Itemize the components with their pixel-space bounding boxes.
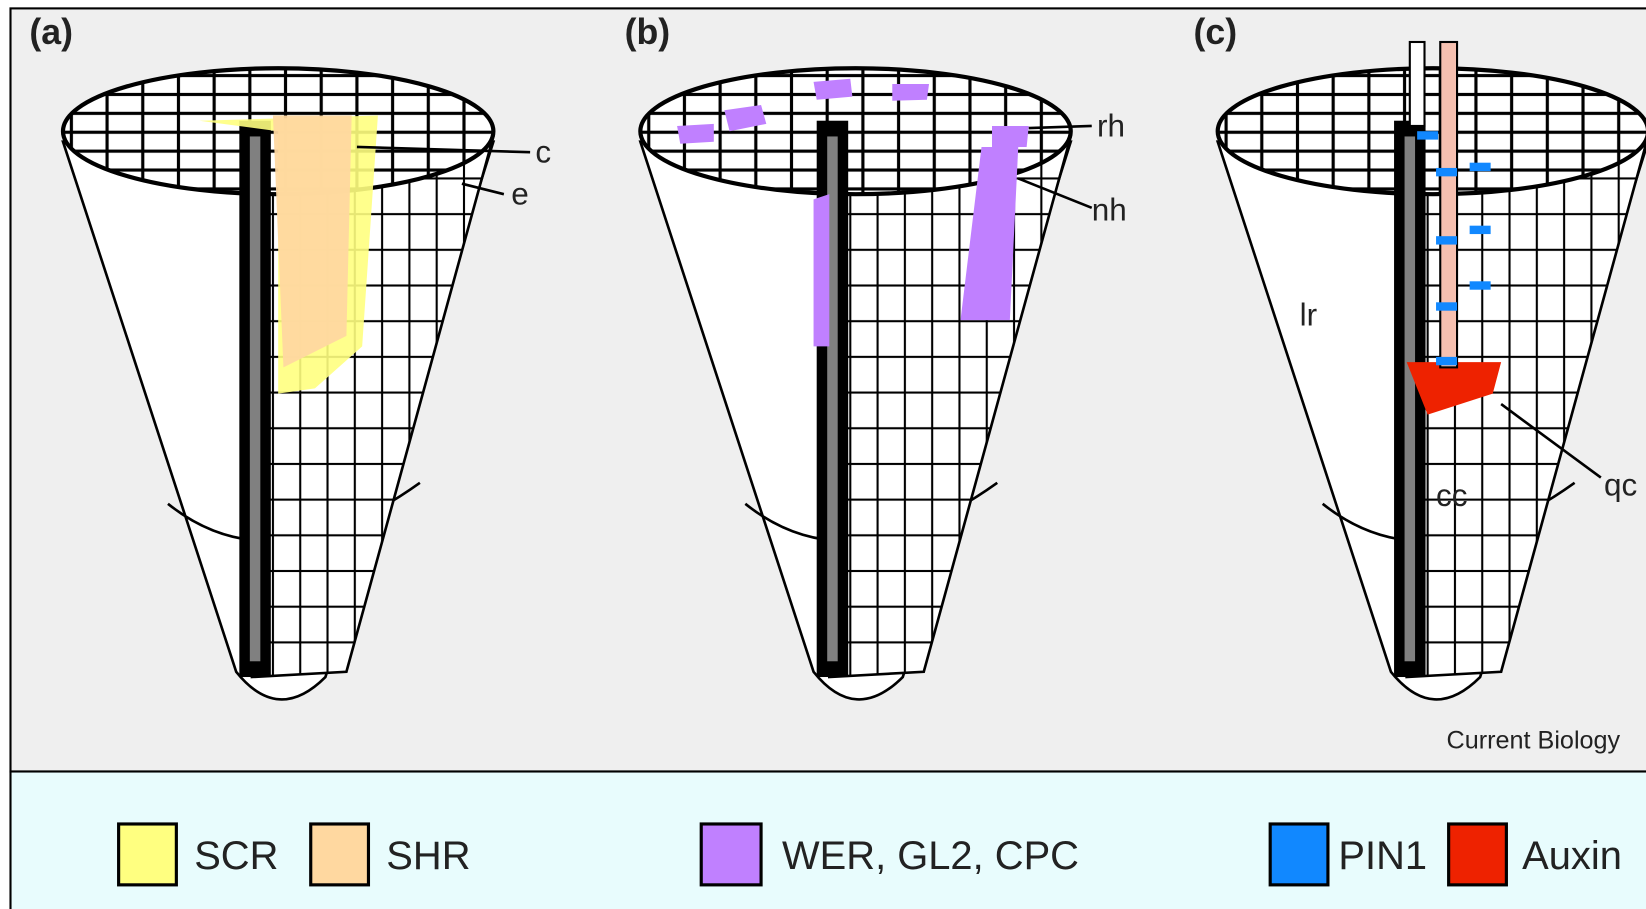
annotation: c — [535, 134, 551, 170]
annotation: nh — [1092, 191, 1127, 227]
legend-swatch — [1449, 824, 1507, 885]
annotation: rh — [1097, 107, 1125, 143]
legend-label: WER, GL2, CPC — [782, 834, 1079, 878]
panel-label: (a) — [29, 12, 73, 52]
annotation: e — [511, 176, 529, 212]
credit: Current Biology — [1447, 726, 1621, 754]
legend-swatch — [311, 824, 369, 885]
legend-label: Auxin — [1522, 834, 1622, 878]
annotation: cc — [1436, 477, 1467, 513]
legend-swatch — [1270, 824, 1328, 885]
annotation: qc — [1604, 466, 1637, 502]
annotation: lr — [1300, 296, 1317, 332]
figure: (a) c e (b) rh nh (c) lr qc cc Current B… — [0, 0, 1646, 909]
legend-swatch — [701, 824, 761, 885]
legend-label: SCR — [194, 834, 278, 878]
legend-label: SHR — [386, 834, 470, 878]
panel-label: (c) — [1194, 12, 1238, 52]
legend-swatch — [119, 824, 177, 885]
legend-label: PIN1 — [1338, 834, 1427, 878]
panel-label: (b) — [625, 12, 671, 52]
